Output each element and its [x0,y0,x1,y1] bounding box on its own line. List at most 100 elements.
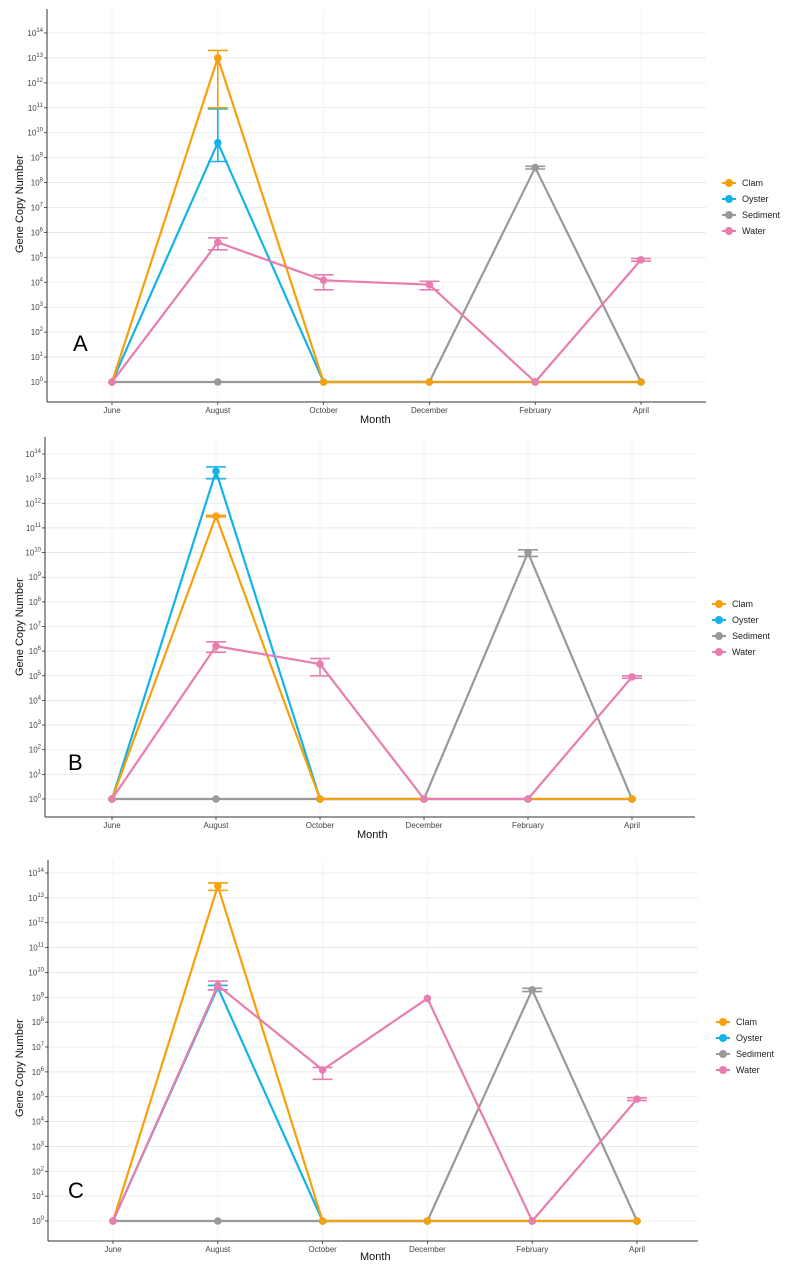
chart-b-series-sediment-point [212,795,220,803]
chart-b-y-axis-label: Gene Copy Number [14,578,26,676]
chart-c-series-water-point [214,981,222,990]
chart-a-x-tick-label: December [411,406,448,415]
chart-b-series-water-point [108,795,116,803]
chart-a-y-axis-label: Gene Copy Number [14,155,26,253]
chart-a-y-tick-label: 1014 [27,28,43,38]
chart-a-series-clam-point [319,378,328,386]
chart-a-x-tick-label: April [633,406,649,415]
chart-c-series-clam-point [214,882,222,890]
legend-label-sediment: Sediment [736,1049,775,1059]
chart-b-legend: Clam Oyster Sediment Water [712,596,770,660]
chart-c-plot: 100 101 102 103 104 105 106 107 108 109 1010 1011 10… [28,860,698,1254]
legend-item-oyster: Oyster [712,612,770,628]
legend-label-oyster: Oyster [732,615,759,625]
legend-item-clam: Clam [722,175,780,191]
chart-c-x-tick-label: April [629,1245,645,1254]
legend-label-oyster: Oyster [736,1033,763,1043]
chart-c-y-tick-label: 103 [32,1141,45,1151]
chart-b-x-tick-label: October [306,821,335,830]
legend-swatch-oyster [716,1033,730,1043]
legend-swatch-water [716,1065,730,1075]
chart-a-series-sediment-point [214,378,222,386]
chart-c-y-tick-label: 1010 [28,967,44,977]
chart-a-y-tick-label: 1013 [27,53,43,63]
chart-a-y-tick-label: 103 [31,302,44,312]
chart-c-series-water-line [111,984,638,1223]
chart-c-series-clam-line [111,884,637,1223]
chart-a-series-water-point [425,280,434,289]
chart-c-x-tick-label: October [308,1245,337,1254]
chart-b-y-tick-label: 103 [29,720,42,730]
chart-c-y-tick-label: 1013 [28,893,44,903]
chart-c-x-tick-label: August [205,1245,231,1254]
legend-item-oyster: Oyster [716,1030,774,1046]
chart-c-y-tick-label: 108 [32,1017,45,1027]
chart-b-y-tick-label: 107 [29,622,42,632]
chart-a-y-tick-label: 105 [31,252,44,262]
chart-b-y-tick-label: 1010 [25,548,41,558]
chart-a-y-tick-label: 102 [31,327,44,337]
chart-b-series-clam-point [316,795,324,803]
chart-a-series-clam-point [214,54,222,62]
chart-b-x-axis-label: Month [357,829,388,841]
legend-label-water: Water [736,1065,760,1075]
chart-c-series-clam-point [318,1217,327,1225]
chart-c-series-sediment-line [113,988,639,1223]
legend-label-clam: Clam [732,599,754,609]
chart-a-series-water-point [319,276,328,285]
legend-swatch-sediment [722,210,736,220]
chart-c-y-tick-label: 104 [32,1117,45,1127]
chart-a-x-axis-label: Month [360,414,391,426]
chart-b-series-oyster-point [212,467,220,476]
chart-c-y-tick-label: 107 [32,1042,45,1052]
chart-a-x-tick-label: August [205,406,231,415]
chart-b-series-water-point [524,795,532,803]
chart-c-x-tick-label: June [104,1245,122,1254]
chart-a-plot: 100 101 102 103 104 105 106 107 108 109 1010 1011 10… [27,9,706,415]
chart-a-legend: Clam Oyster Sediment Water [722,175,780,239]
legend-swatch-clam [722,178,736,188]
chart-b-plot: 100 101 102 103 104 105 106 107 108 109 1010 1011 10… [25,437,695,830]
chart-b-y-tick-label: 1012 [25,498,41,508]
legend-label-clam: Clam [736,1017,758,1027]
chart-c-series-clam-point [633,1217,641,1225]
legend-item-water: Water [716,1062,774,1078]
chart-a-series-water-point [637,255,645,264]
chart-c-y-tick-label: 101 [32,1191,45,1201]
legend-label-sediment: Sediment [742,210,781,220]
chart-c-series-sediment-point [214,1217,222,1225]
chart-c-series-water-point [318,1066,327,1074]
chart-b-series-clam-point [628,795,636,803]
chart-c-y-tick-label: 100 [32,1216,45,1226]
chart-c-y-tick-label: 1014 [28,868,44,878]
chart-a-y-tick-label: 100 [31,377,44,387]
chart-a-y-tick-label: 104 [31,277,44,287]
chart-a-series-clam-line [110,56,641,384]
chart-b-y-tick-label: 108 [29,597,42,607]
chart-b-x-tick-label: February [512,821,544,830]
chart-c-x-tick-label: February [516,1245,548,1254]
legend-label-water: Water [742,226,766,236]
chart-a-y-tick-label: 109 [31,153,44,163]
chart-b-y-tick-label: 100 [29,794,42,804]
chart-b-series-water-point [316,660,324,668]
legend-swatch-clam [712,599,726,609]
legend-swatch-oyster [712,615,726,625]
chart-panel-a: 100 101 102 103 104 105 106 107 108 109 1010 1011 10… [0,0,789,426]
chart-b-y-tick-label: 1014 [25,449,41,459]
chart-a-y-tick-label: 1011 [28,103,44,113]
chart-b-series-clam-line [110,515,632,801]
chart-b-y-tick-label: 106 [29,646,42,656]
legend-swatch-clam [716,1017,730,1027]
legend-label-clam: Clam [742,178,764,188]
legend-swatch-sediment [712,631,726,641]
chart-a-series-clam-point [425,378,434,386]
chart-a-series-clam-point [637,378,645,386]
chart-b-y-tick-label: 109 [29,572,42,582]
chart-b-x-tick-label: August [204,821,230,830]
chart-c-y-tick-label: 105 [32,1092,45,1102]
chart-b-series-water-point [420,795,428,803]
legend-item-sediment: Sediment [722,207,780,223]
legend-swatch-water [712,647,726,657]
legend-item-sediment: Sediment [716,1046,774,1062]
